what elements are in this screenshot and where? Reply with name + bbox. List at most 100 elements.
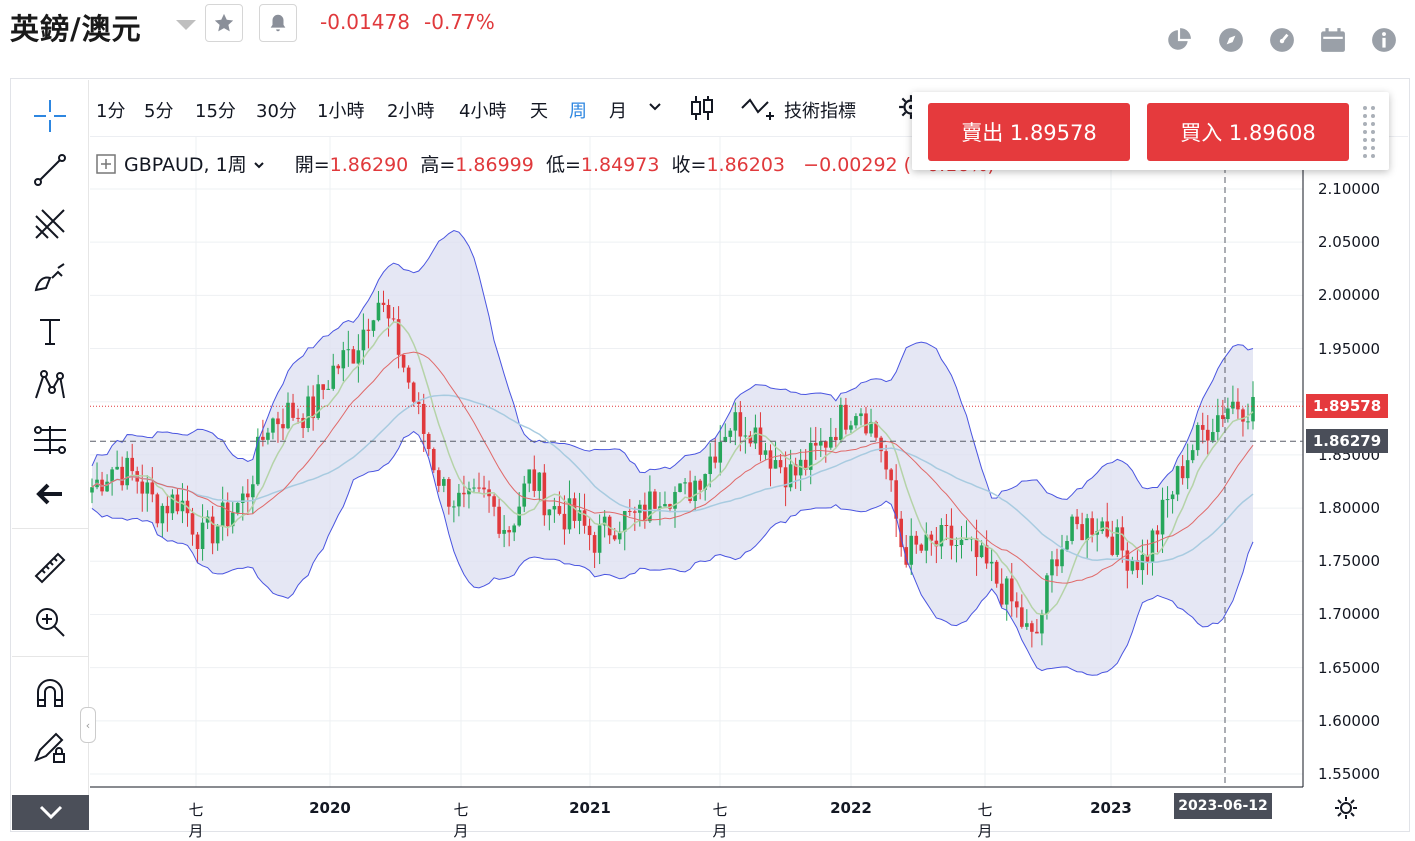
chevron-down-icon[interactable] — [176, 20, 196, 30]
pattern-icon — [35, 370, 65, 399]
divider — [12, 528, 88, 529]
candle-body — [1175, 466, 1180, 495]
candle-body — [884, 451, 888, 470]
back-tool[interactable] — [12, 470, 88, 518]
timeframe-15m[interactable]: 15分 — [195, 101, 236, 122]
candle-body — [663, 504, 667, 507]
candle-body — [1025, 623, 1029, 627]
trendline-icon — [34, 154, 66, 186]
time-tick-label: 七月 — [188, 801, 204, 840]
candle-body — [286, 402, 290, 429]
measure-levels-tool[interactable] — [12, 416, 88, 464]
ruler-tool[interactable] — [12, 544, 88, 592]
candle-body — [210, 516, 215, 544]
candle-body — [316, 384, 320, 419]
toolbar-scroll-button[interactable] — [12, 795, 89, 830]
trendline-tool[interactable] — [12, 146, 88, 194]
timeframe-1m[interactable]: 1分 — [96, 101, 126, 122]
sell-button[interactable]: 賣出 1.89578 — [928, 103, 1130, 161]
pie-chart-icon[interactable] — [1165, 26, 1193, 54]
timeframe-week[interactable]: 周 — [569, 101, 587, 122]
candle-body — [230, 512, 235, 527]
candle-body — [1110, 536, 1115, 555]
settings-sun-icon[interactable] — [1334, 796, 1358, 820]
zoom-tool[interactable] — [12, 598, 88, 646]
candle-body — [296, 417, 300, 419]
candle-body — [889, 469, 893, 481]
legend-high-label: 高= — [420, 154, 456, 176]
candle-body — [783, 467, 788, 488]
legend-low: 1.84973 — [580, 154, 660, 176]
candle-body — [115, 466, 119, 470]
candle-body — [110, 469, 114, 482]
last-price-label: 1.89578 — [1306, 394, 1388, 419]
candle-body — [1180, 466, 1185, 479]
candle-body — [1236, 401, 1240, 410]
expand-icon[interactable] — [96, 154, 116, 174]
candle-body — [879, 437, 883, 452]
alert-button[interactable] — [259, 4, 297, 42]
time-tick-label: 2023 — [1090, 799, 1132, 817]
crosshair-tool[interactable] — [12, 92, 88, 140]
candle-body — [864, 413, 868, 434]
candle-body — [431, 449, 436, 471]
calendar-icon[interactable] — [1319, 26, 1347, 54]
chevron-down-icon[interactable] — [648, 102, 662, 112]
favorite-button[interactable] — [205, 4, 243, 42]
candle-body — [90, 487, 94, 493]
time-tick-label: 2021 — [569, 799, 611, 817]
timeframe-4h[interactable]: 4小時 — [459, 101, 507, 122]
compass-icon[interactable] — [1217, 26, 1245, 54]
candle-body — [130, 457, 135, 472]
magnet-tool[interactable] — [12, 670, 88, 718]
timeframe-5m[interactable]: 5分 — [144, 101, 174, 122]
candle-body — [1160, 499, 1165, 535]
bollinger-upper-line — [91, 229, 1254, 500]
candle-body — [467, 488, 471, 495]
divider — [12, 656, 88, 657]
pattern-tool[interactable] — [12, 362, 88, 410]
candle-body — [1004, 578, 1009, 605]
candle-body — [306, 396, 310, 429]
buy-button[interactable]: 買入 1.89608 — [1147, 103, 1349, 161]
timeframe-1h[interactable]: 1小時 — [317, 101, 365, 122]
chevron-down-icon[interactable] — [253, 161, 265, 171]
timeframe-month[interactable]: 月 — [609, 101, 627, 122]
candle-body — [321, 384, 325, 390]
lock-drawings-tool[interactable] — [12, 724, 88, 772]
candle-body — [1060, 549, 1064, 567]
candle-body — [351, 349, 356, 364]
info-icon[interactable] — [1370, 26, 1398, 54]
price-chart[interactable] — [90, 137, 1408, 830]
candle-body — [914, 535, 919, 545]
candle-body — [1040, 613, 1044, 634]
candle-body — [240, 493, 245, 503]
candles-icon[interactable] — [690, 94, 714, 122]
fib-tool[interactable] — [12, 200, 88, 248]
price-tick-label: 1.60000 — [1318, 711, 1381, 730]
legend-symbol[interactable]: GBPAUD, 1周 — [124, 154, 247, 176]
candle-body — [718, 442, 723, 463]
legend-low-label: 低= — [545, 154, 581, 176]
legend-high: 1.86999 — [455, 154, 534, 176]
candle-body — [457, 492, 461, 507]
collapse-toolbar-handle[interactable]: ‹ — [80, 707, 96, 743]
drag-handle-icon[interactable] — [1361, 104, 1379, 160]
candle-body — [557, 506, 562, 514]
text-tool[interactable] — [12, 308, 88, 356]
price-tick-label: 1.70000 — [1318, 605, 1381, 624]
timeframe-30m[interactable]: 30分 — [256, 101, 297, 122]
candle-body — [829, 436, 833, 448]
candle-body — [597, 525, 602, 553]
candle-body — [974, 538, 979, 558]
indicators-button[interactable]: 技術指標 — [784, 101, 856, 122]
gauge-icon[interactable] — [1268, 26, 1296, 54]
chart-toolbar: 1分 5分 15分 30分 1小時 2小時 4小時 天 周 月 技術指標 — [90, 80, 1408, 137]
brush-tool[interactable] — [12, 254, 88, 302]
timeframe-2h[interactable]: 2小時 — [387, 101, 435, 122]
symbol-title[interactable]: 英鎊/澳元 — [10, 12, 142, 46]
timeframe-day[interactable]: 天 — [530, 101, 548, 122]
candle-body — [738, 412, 743, 437]
header-bar: 英鎊/澳元 -0.01478 -0.77% — [0, 0, 1415, 58]
candle-body — [708, 456, 712, 475]
